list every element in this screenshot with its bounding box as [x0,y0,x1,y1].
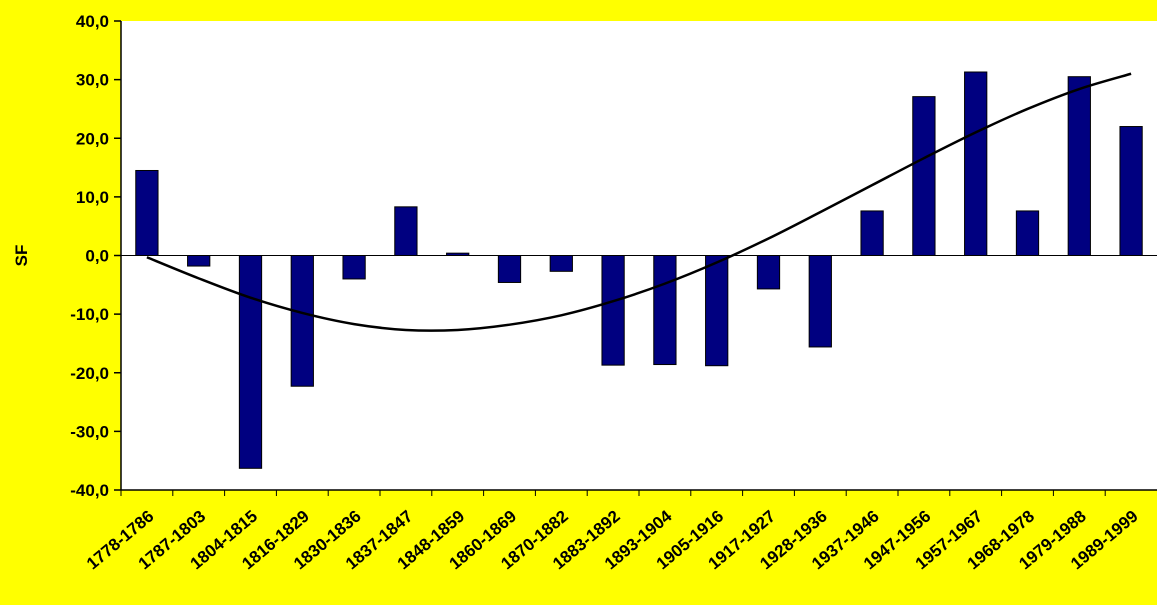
bar-1804-1815 [238,255,263,469]
y-tick-label: -10,0 [70,305,109,324]
trend-line [146,72,1132,332]
trend-line-series [146,72,1132,332]
y-tick-label: -30,0 [70,422,109,441]
bar-1937-1946 [860,210,884,257]
y-tick-label: 10,0 [76,188,109,207]
bar-1989-1999 [1119,126,1143,256]
bar-1968-1978 [1015,210,1040,257]
y-tick-label: 40,0 [76,12,109,31]
y-tick-labels: 40,0 30,0 20,0 10,0 0,0 -10,0 -20,0 -30,0 -40,0 [70,12,121,500]
y-axis-title: SF [12,245,31,267]
bar-1830-1836 [342,255,366,280]
y-tick-label: 30,0 [76,71,109,90]
bar-1928-1936 [808,255,832,348]
bar-1917-1927 [756,255,781,290]
bar-1787-1803 [187,255,211,267]
bar-1905-1916 [705,255,729,367]
bar-1860-1869 [497,255,522,283]
bar-1957-1967 [964,71,988,256]
x-tick-labels: 1778-17861787-18031804-18151816-18291830… [83,490,1142,573]
y-tick-label: 20,0 [76,129,109,148]
bar-1837-1847 [394,206,418,256]
bar-1870-1882 [549,255,573,272]
y-tick-label: -40,0 [70,481,109,500]
bar-1947-1956 [912,96,936,256]
y-tick-label: 0,0 [85,247,109,266]
bar-1893-1904 [653,255,677,366]
y-tick-label: -20,0 [70,364,109,383]
bar-1883-1892 [601,255,625,366]
bar-1778-1786 [135,169,159,257]
bar-1979-1988 [1067,76,1091,256]
bar-series [135,71,1143,469]
bar-1816-1829 [290,255,314,387]
